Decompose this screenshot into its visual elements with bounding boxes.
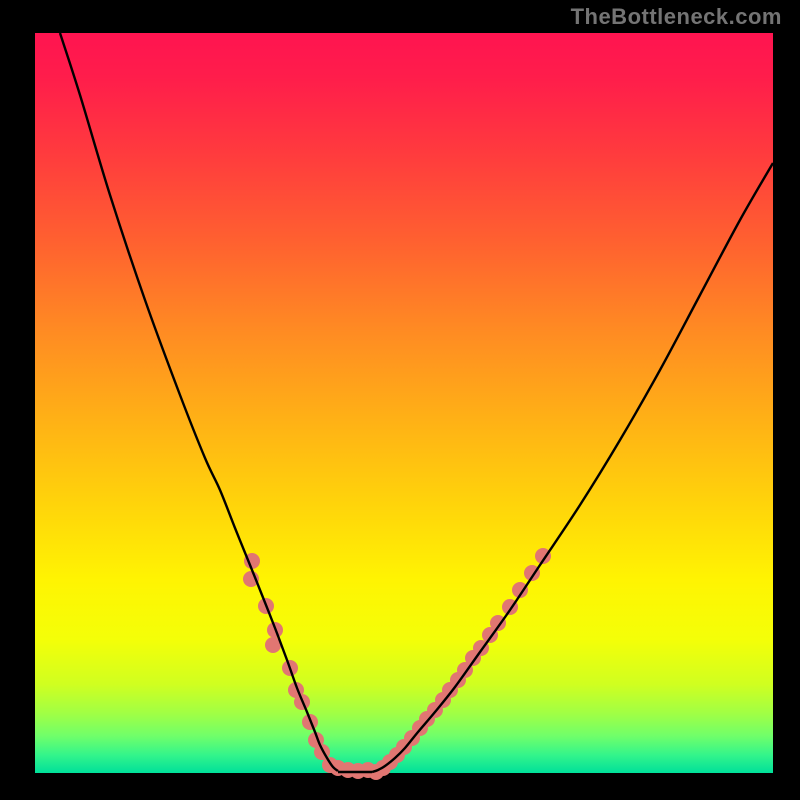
chart-container: TheBottleneck.com <box>0 0 800 800</box>
curve-left <box>60 33 338 771</box>
curve-layer <box>0 0 800 800</box>
watermark-text: TheBottleneck.com <box>571 4 782 30</box>
curve-right <box>372 163 773 772</box>
